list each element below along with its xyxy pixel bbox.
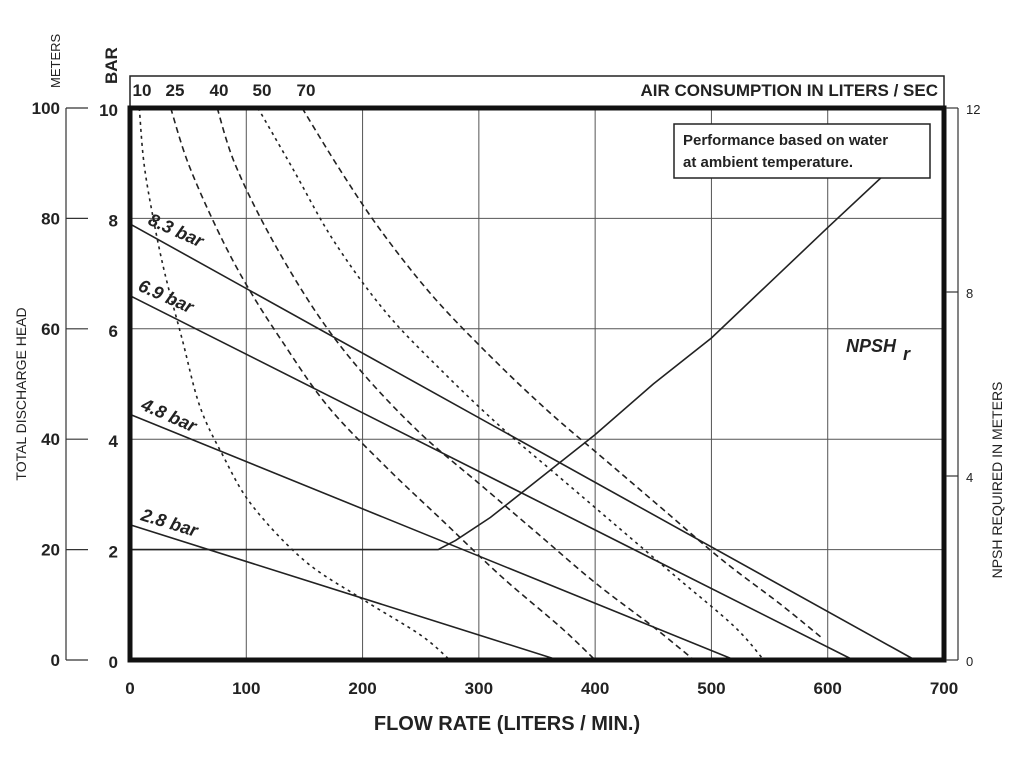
meters-tick-label: 100: [32, 99, 60, 118]
x-tick-label: 0: [125, 679, 134, 698]
meters-tick-label: 0: [51, 651, 60, 670]
pressure-line-label: 8.3 bar: [145, 209, 207, 251]
meters-tick-label: 40: [41, 430, 60, 449]
y-axis-title: TOTAL DISCHARGE HEAD: [13, 307, 29, 480]
grid: [129, 107, 945, 661]
air-consumption-tick: 10: [133, 81, 152, 100]
left-axis-bar: 0 2 4 6 8 10: [99, 101, 118, 672]
bar-tick-label: 4: [109, 432, 119, 451]
note-line-1: Performance based on water: [683, 132, 888, 149]
bar-tick-label: 8: [109, 211, 118, 230]
note-line-2: at ambient temperature.: [683, 154, 853, 171]
meters-tick-label: 80: [41, 209, 60, 228]
air-consumption-curve-25: [169, 107, 596, 661]
x-tick-label: 400: [581, 679, 609, 698]
plot-frame: [127, 105, 947, 663]
npsh-tick-label: 8: [966, 286, 973, 301]
air-consumption-curve-40: [216, 107, 695, 661]
x-tick-label: 500: [697, 679, 725, 698]
npsh-tick-label: 4: [966, 470, 973, 485]
pressure-line-4-8-bar: [129, 413, 735, 661]
left-axis-meters: 0 20 40 60 80 100: [32, 99, 88, 670]
npsh-curve: [130, 167, 893, 551]
pressure-line-label: 2.8 bar: [138, 504, 201, 541]
air-consumption-curve-50: [257, 107, 765, 661]
pressure-line-8-3-bar: [129, 223, 916, 661]
x-tick-label: 700: [930, 679, 958, 698]
bar-tick-label: 0: [109, 653, 118, 672]
x-tick-label: 200: [348, 679, 376, 698]
bar-tick-label: 6: [109, 322, 118, 341]
curves: [129, 107, 916, 661]
bar-tick-label: 2: [109, 543, 118, 562]
npsh-curve-label: NPSH: [846, 336, 897, 356]
air-consumption-tick: 25: [166, 81, 185, 100]
pressure-line-2-8-bar: [129, 523, 559, 661]
air-consumption-tick: 50: [253, 81, 272, 100]
note-box: [673, 123, 931, 179]
air-consumption-curve-70: [301, 107, 823, 639]
npsh-tick-label: 0: [966, 654, 973, 669]
npsh-tick-label: 12: [966, 102, 980, 117]
air-consumption-tick: 40: [210, 81, 229, 100]
pressure-line-6-9-bar: [129, 294, 854, 661]
air-consumption-axis-label: AIR CONSUMPTION IN LITERS / SEC: [640, 81, 938, 100]
bar-unit-label: BAR: [102, 47, 121, 84]
npsh-curve-label-subscript: r: [903, 344, 911, 364]
bar-tick-label: 10: [99, 101, 118, 120]
air-consumption-ticks: 10 25 40 50 70: [133, 81, 316, 100]
x-axis-title: FLOW RATE (LITERS / MIN.): [374, 713, 640, 735]
right-axis-npsh: 0 4 8 12: [946, 102, 980, 669]
x-tick-label: 300: [465, 679, 493, 698]
x-tick-label: 600: [814, 679, 842, 698]
right-axis-title: NPSH REQUIRED IN METERS: [989, 382, 1005, 579]
x-tick-label: 100: [232, 679, 260, 698]
air-consumption-curve-10: [138, 107, 451, 661]
meters-unit-label: METERS: [48, 34, 63, 89]
meters-tick-label: 20: [41, 541, 60, 560]
x-axis-ticks: 0 100 200 300 400 500 600 700: [125, 679, 958, 698]
meters-tick-label: 60: [41, 320, 60, 339]
air-consumption-tick: 70: [297, 81, 316, 100]
